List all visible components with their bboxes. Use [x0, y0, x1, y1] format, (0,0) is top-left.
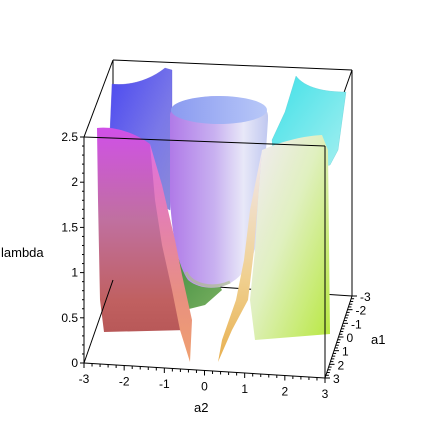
x-tick-label-0: 0	[201, 380, 208, 394]
surface-front-left-sheet	[97, 127, 192, 362]
y-tick-label-minus-3: -3	[360, 290, 371, 304]
surface-front-right-sheet	[218, 135, 330, 362]
z-tick-label-0p5: 0.5	[61, 311, 78, 325]
x-tick-label-3: 3	[322, 387, 329, 401]
y-tick-label-2: 2	[338, 358, 345, 372]
y-axis-title: a1	[371, 332, 385, 347]
z-tick-label-1: 1	[71, 266, 78, 280]
x-tick-label-minus-3: -3	[79, 372, 90, 386]
z-tick-label-2: 2	[71, 175, 78, 189]
surface-central-column	[170, 96, 268, 288]
y-tick-label-minus-1: -1	[351, 317, 362, 331]
y-tick-label-minus-2: -2	[356, 304, 367, 318]
z-tick-label-1p5: 1.5	[61, 220, 78, 234]
x-tick-label-2: 2	[281, 385, 288, 399]
x-tick-label-minus-2: -2	[119, 375, 130, 389]
y-tick-label-3: 3	[333, 372, 340, 386]
x-axis-tick-labels: -3 -2 -1 0 1 2 3	[79, 372, 329, 401]
y-tick-label-1: 1	[342, 345, 349, 359]
x-axis-title: a2	[194, 400, 208, 415]
z-axis-title: lambda	[1, 245, 44, 260]
axis-ticks	[80, 136, 357, 383]
z-tick-label-2p5: 2.5	[61, 130, 78, 144]
x-tick-label-minus-1: -1	[159, 377, 170, 391]
z-tick-label-0: 0	[71, 356, 78, 370]
x-tick-label-1: 1	[241, 382, 248, 396]
y-tick-label-0: 0	[347, 331, 354, 345]
z-axis-tick-labels: 0 0.5 1 1.5 2 2.5	[61, 130, 78, 370]
